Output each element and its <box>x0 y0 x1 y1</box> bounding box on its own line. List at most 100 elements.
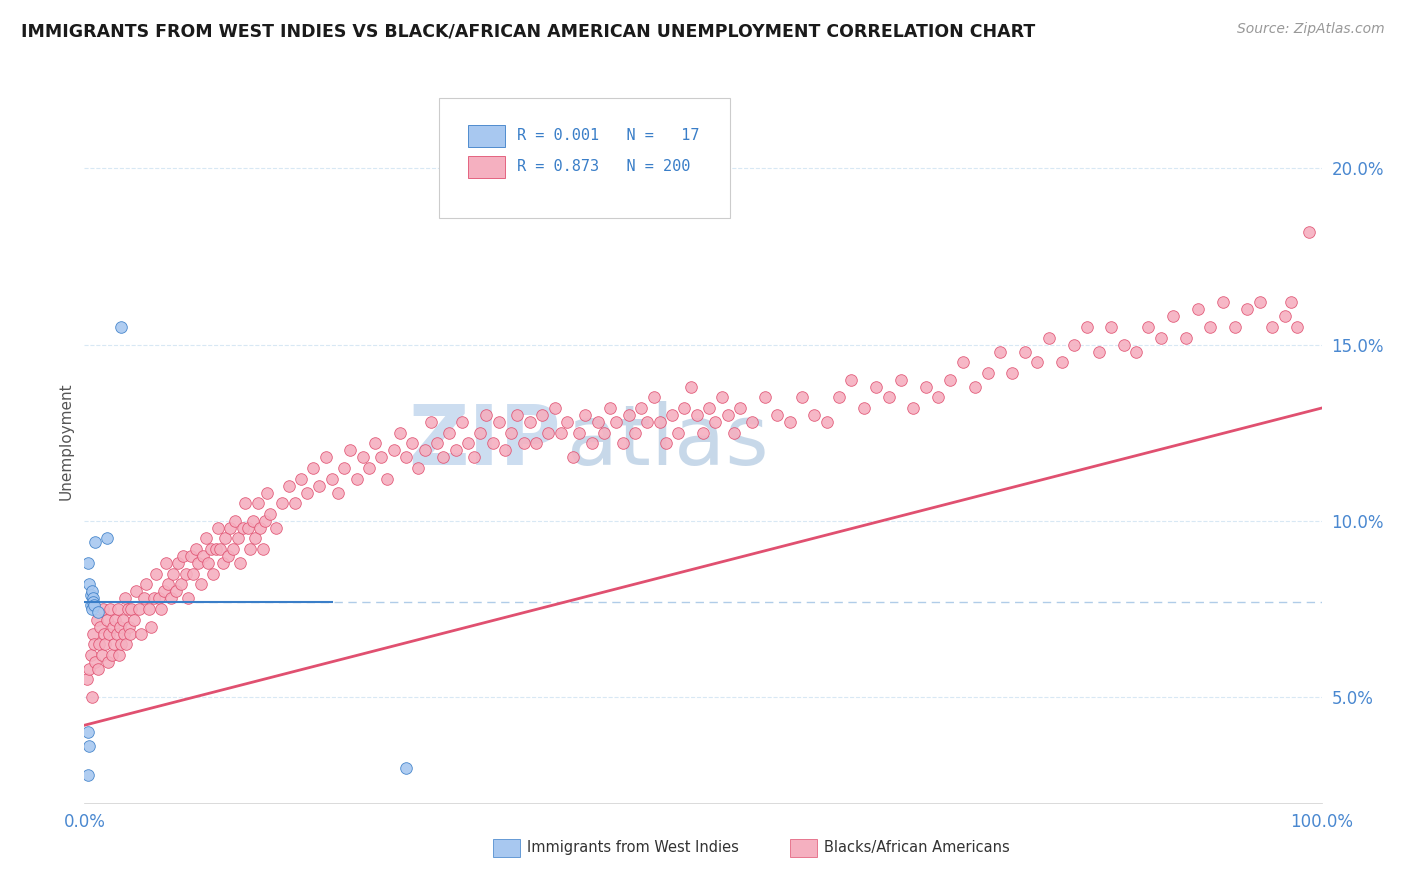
Text: IMMIGRANTS FROM WEST INDIES VS BLACK/AFRICAN AMERICAN UNEMPLOYMENT CORRELATION C: IMMIGRANTS FROM WEST INDIES VS BLACK/AFR… <box>21 22 1035 40</box>
Point <box>1076 320 1098 334</box>
Point <box>271 496 294 510</box>
Point <box>91 602 114 616</box>
Point <box>233 496 256 510</box>
Point <box>1212 295 1234 310</box>
Point <box>643 391 665 405</box>
Point <box>568 425 591 440</box>
Point <box>249 521 271 535</box>
Point <box>98 626 121 640</box>
Point <box>148 591 170 606</box>
Point <box>219 521 242 535</box>
Point <box>630 401 652 415</box>
Point <box>295 485 318 500</box>
Point <box>264 521 287 535</box>
Point <box>284 496 307 510</box>
Point <box>222 542 245 557</box>
Point <box>243 532 266 546</box>
Point <box>766 408 789 422</box>
Point <box>224 514 246 528</box>
Point <box>741 415 763 429</box>
Point <box>204 542 226 557</box>
Point <box>145 566 167 581</box>
Point <box>226 532 249 546</box>
Point <box>83 637 105 651</box>
Point <box>209 542 232 557</box>
Point <box>426 436 449 450</box>
Point <box>187 556 209 570</box>
Point <box>83 599 105 613</box>
Point <box>679 380 702 394</box>
Point <box>815 415 838 429</box>
Point <box>927 391 949 405</box>
Point <box>463 450 485 465</box>
Point <box>550 425 572 440</box>
Point <box>76 673 98 687</box>
Point <box>617 408 640 422</box>
Text: R = 0.873   N = 200: R = 0.873 N = 200 <box>517 160 690 175</box>
Point <box>965 380 987 394</box>
Point <box>82 626 104 640</box>
Point <box>1261 320 1284 334</box>
Point <box>290 471 312 485</box>
Point <box>419 415 441 429</box>
Point <box>214 532 236 546</box>
Point <box>77 767 100 781</box>
Point <box>194 532 217 546</box>
Point <box>111 613 134 627</box>
Point <box>239 542 262 557</box>
Point <box>256 485 278 500</box>
Point <box>86 613 108 627</box>
Point <box>128 602 150 616</box>
Point <box>377 471 399 485</box>
Point <box>636 415 658 429</box>
Point <box>103 637 125 651</box>
Point <box>191 549 214 563</box>
Point <box>346 471 368 485</box>
Point <box>531 408 554 422</box>
Point <box>939 373 962 387</box>
Point <box>259 507 281 521</box>
Point <box>326 485 349 500</box>
Point <box>543 401 565 415</box>
Point <box>77 725 100 739</box>
Point <box>852 401 875 415</box>
Point <box>90 648 112 662</box>
Text: Source: ZipAtlas.com: Source: ZipAtlas.com <box>1237 22 1385 37</box>
Point <box>229 556 252 570</box>
Point <box>501 425 523 440</box>
Point <box>382 443 405 458</box>
Point <box>152 584 174 599</box>
Point <box>475 408 498 422</box>
Point <box>803 408 825 422</box>
Point <box>494 443 516 458</box>
Point <box>481 436 503 450</box>
Point <box>1236 302 1258 317</box>
Point <box>723 425 745 440</box>
FancyBboxPatch shape <box>468 156 505 178</box>
Point <box>914 380 936 394</box>
Point <box>162 566 184 581</box>
Point <box>79 588 101 602</box>
Point <box>232 521 254 535</box>
Text: atlas: atlas <box>567 401 769 482</box>
Point <box>1137 320 1160 334</box>
Point <box>122 613 145 627</box>
Point <box>357 461 380 475</box>
Point <box>94 637 117 651</box>
Point <box>120 626 142 640</box>
Point <box>167 556 190 570</box>
Point <box>333 461 356 475</box>
Point <box>593 425 616 440</box>
Point <box>605 415 627 429</box>
Point <box>252 542 274 557</box>
Point <box>77 556 100 570</box>
Point <box>142 591 165 606</box>
Point <box>401 436 423 450</box>
FancyBboxPatch shape <box>468 125 505 147</box>
Text: Blacks/African Americans: Blacks/African Americans <box>824 840 1010 855</box>
Point <box>865 380 887 394</box>
Point <box>236 521 259 535</box>
Point <box>574 408 596 422</box>
Point <box>450 415 472 429</box>
Point <box>117 602 139 616</box>
